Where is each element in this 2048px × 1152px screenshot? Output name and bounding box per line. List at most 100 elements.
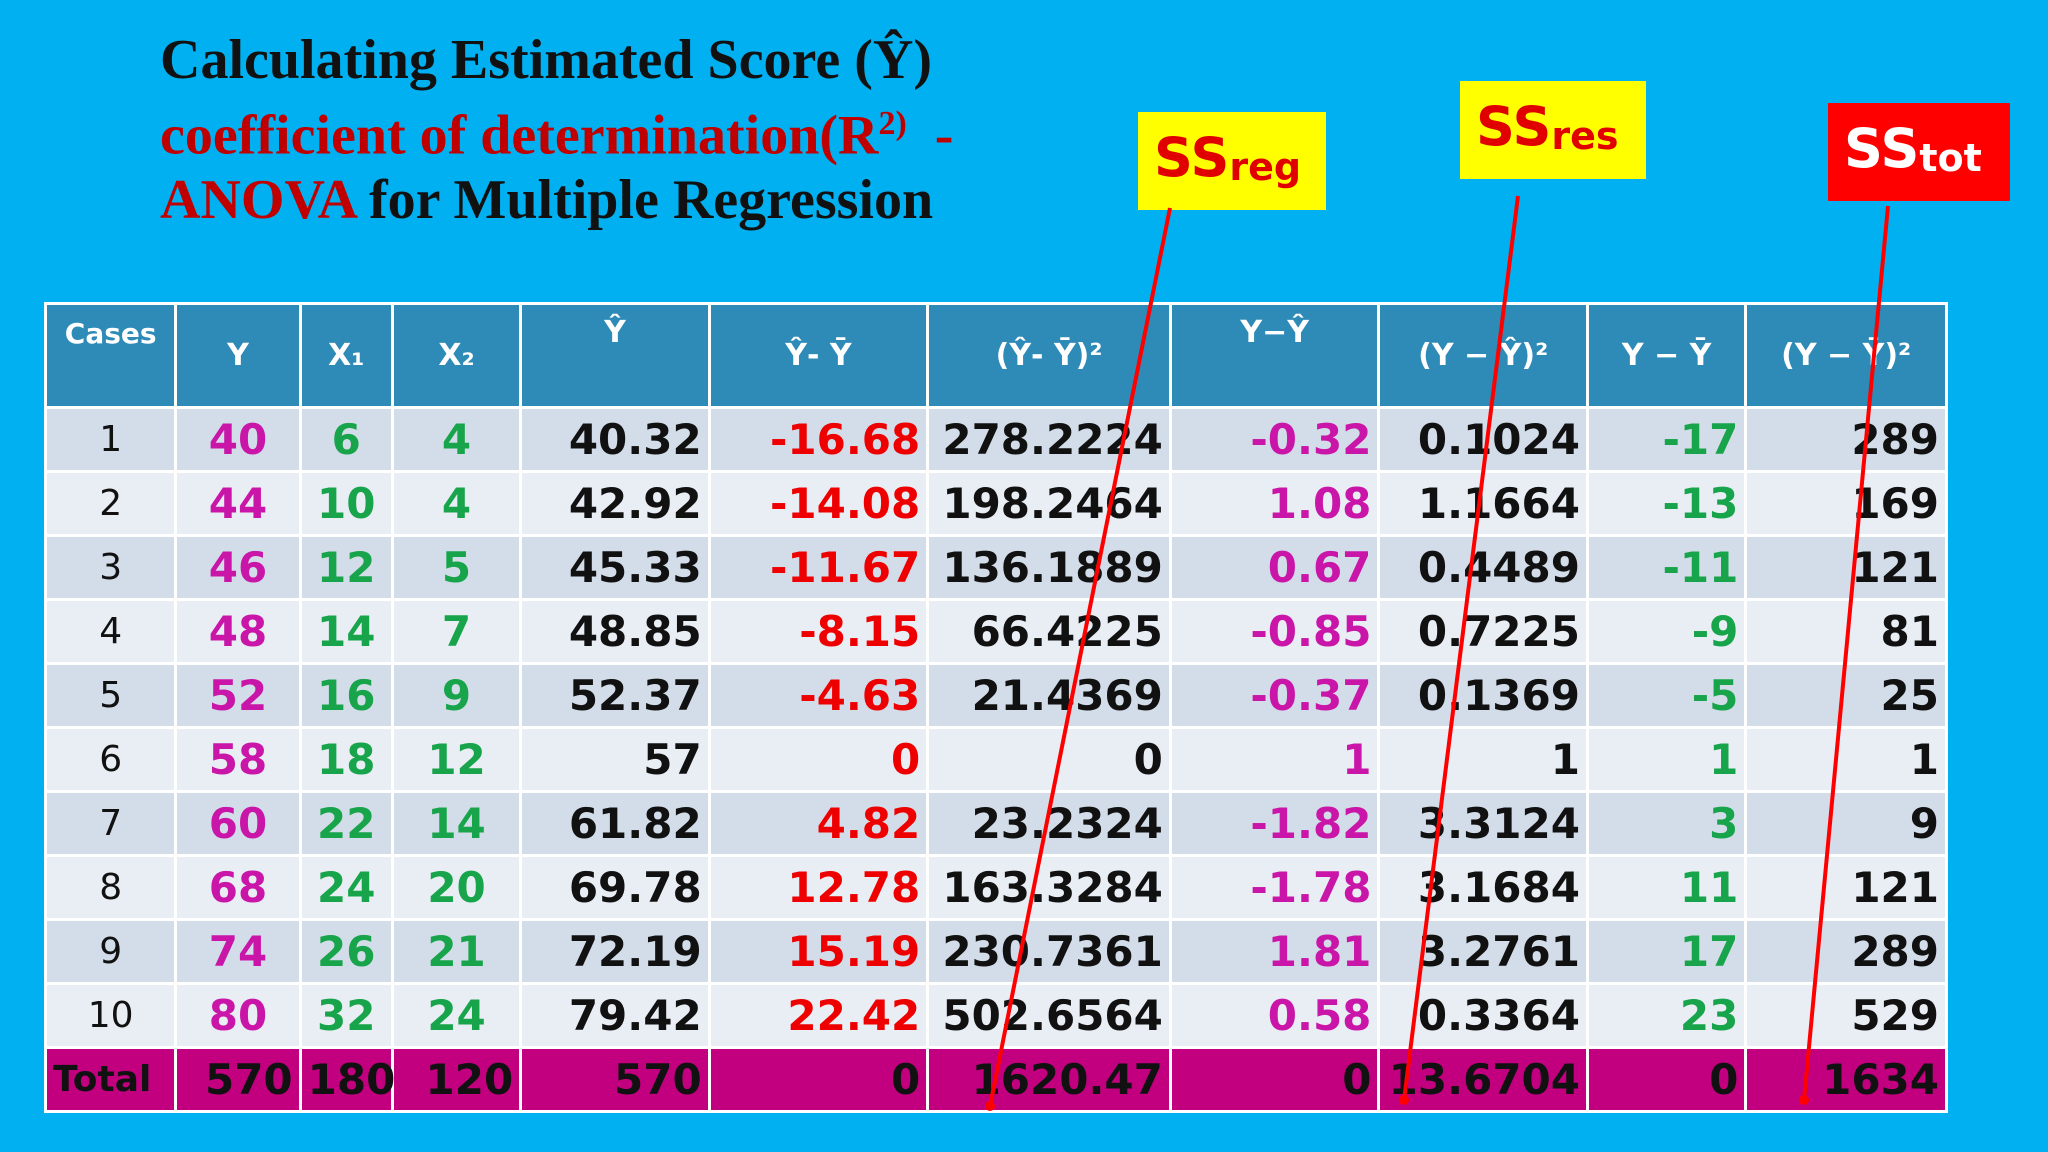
header-row: Cases Y X₁ X₂ Ŷ Ŷ- Ȳ (Ŷ- Ȳ)² Y−Ŷ (Y − Ŷ)… <box>43 302 1948 409</box>
slide-title: Calculating Estimated Score (Ŷ) coeffici… <box>160 28 953 232</box>
y-hat-value: 79.42 <box>519 982 711 1049</box>
x1-value: 16 <box>298 662 394 729</box>
y-value: 74 <box>174 918 302 985</box>
yhat-minus-ybar: 0 <box>707 726 930 793</box>
ss-res-label: SSres <box>1460 81 1646 179</box>
y-minus-yhat: -1.78 <box>1168 854 1381 921</box>
ss-reg-main: SS <box>1154 126 1230 189</box>
y-minus-ybar-sq: 289 <box>1744 918 1948 985</box>
total-ss-reg: 1620.47 <box>926 1046 1172 1113</box>
total-y-minus-yhat: 0 <box>1168 1046 1381 1113</box>
arrow-ss-reg <box>988 207 1172 1107</box>
y-hat-value: 40.32 <box>519 406 711 473</box>
x1-value: 22 <box>298 790 394 857</box>
title-line-3-rest: for Multiple Regression <box>355 168 934 231</box>
y-minus-yhat-sq: 3.3124 <box>1377 790 1589 857</box>
y-minus-yhat: -0.32 <box>1168 406 1381 473</box>
total-yhat-minus-ybar: 0 <box>707 1046 930 1113</box>
y-minus-yhat: 0.67 <box>1168 534 1381 601</box>
y-hat-value: 61.82 <box>519 790 711 857</box>
x2-value: 20 <box>390 854 523 921</box>
y-hat-value: 69.78 <box>519 854 711 921</box>
y-value: 60 <box>174 790 302 857</box>
arrow-ss-res-tip <box>1399 1095 1409 1105</box>
total-x1: 180 <box>298 1046 395 1113</box>
y-minus-yhat-sq: 3.1684 <box>1377 854 1589 921</box>
case-number: 5 <box>43 662 178 729</box>
title-line-2: coefficient of determination(R2) - <box>160 92 953 168</box>
y-hat-value: 57 <box>519 726 711 793</box>
y-minus-ybar-sq: 529 <box>1744 982 1948 1049</box>
y-hat-value: 48.85 <box>519 598 711 665</box>
yhat-minus-ybar-sq: 198.2464 <box>926 470 1172 537</box>
title-anova: ANOVA <box>160 168 356 231</box>
ss-tot-main: SS <box>1844 117 1920 180</box>
header-y: Y <box>174 302 302 409</box>
y-minus-yhat: -0.37 <box>1168 662 1381 729</box>
ss-res-sub: res <box>1551 114 1619 159</box>
header-x1: X₁ <box>298 302 394 409</box>
arrow-ss-res <box>1402 195 1520 1101</box>
y-minus-ybar-sq: 9 <box>1744 790 1948 857</box>
y-minus-ybar: -11 <box>1585 534 1748 601</box>
title-line-2-dash: - <box>906 104 954 167</box>
x1-value: 12 <box>298 534 394 601</box>
x2-value: 14 <box>390 790 523 857</box>
case-number: 2 <box>43 470 178 537</box>
case-number: 6 <box>43 726 178 793</box>
header-y-minus-yhat-sq: (Y − Ŷ)² <box>1377 302 1589 409</box>
y-minus-ybar: 17 <box>1585 918 1748 985</box>
case-number: 1 <box>43 406 178 473</box>
yhat-minus-ybar-sq: 136.1889 <box>926 534 1172 601</box>
header-y-minus-ybar: Y − Ȳ <box>1585 302 1748 409</box>
x1-value: 10 <box>298 470 394 537</box>
y-minus-ybar-sq: 1 <box>1744 726 1948 793</box>
ss-tot-label: SStot <box>1828 103 2010 201</box>
table-row: 4 48 14 7 48.85 -8.15 66.4225 -0.85 0.7225 -9 81 <box>43 598 1948 665</box>
y-hat-value: 42.92 <box>519 470 711 537</box>
header-cases: Cases <box>43 302 178 409</box>
y-minus-ybar-sq: 121 <box>1744 534 1948 601</box>
yhat-minus-ybar: -11.67 <box>707 534 930 601</box>
x1-value: 18 <box>298 726 394 793</box>
regression-table: Cases Y X₁ X₂ Ŷ Ŷ- Ȳ (Ŷ- Ȳ)² Y−Ŷ (Y − Ŷ)… <box>43 302 1948 1113</box>
total-y-minus-ybar: 0 <box>1585 1046 1748 1113</box>
y-minus-ybar: -13 <box>1585 470 1748 537</box>
header-yhat-minus-ybar: Ŷ- Ȳ <box>707 302 930 409</box>
header-y-hat: Ŷ <box>519 302 711 409</box>
table-row: 8 68 24 20 69.78 12.78 163.3284 -1.78 3.1684 11 12… <box>43 854 1948 921</box>
case-number: 4 <box>43 598 178 665</box>
case-number: 3 <box>43 534 178 601</box>
x2-value: 21 <box>390 918 523 985</box>
y-minus-yhat-sq: 3.2761 <box>1377 918 1589 985</box>
x1-value: 32 <box>298 982 394 1049</box>
y-minus-ybar-sq: 289 <box>1744 406 1948 473</box>
yhat-minus-ybar: 15.19 <box>707 918 930 985</box>
total-ss-res: 13.6704 <box>1377 1046 1589 1113</box>
ss-reg-sub: reg <box>1229 145 1302 190</box>
total-y-hat: 570 <box>519 1046 711 1113</box>
ss-reg-label: SSreg <box>1138 112 1326 210</box>
yhat-minus-ybar: 22.42 <box>707 982 930 1049</box>
y-minus-ybar: -9 <box>1585 598 1748 665</box>
y-minus-ybar: 23 <box>1585 982 1748 1049</box>
y-minus-ybar: -5 <box>1585 662 1748 729</box>
yhat-minus-ybar: 12.78 <box>707 854 930 921</box>
yhat-minus-ybar-sq: 163.3284 <box>926 854 1172 921</box>
x2-value: 24 <box>390 982 523 1049</box>
table-row: 9 74 26 21 72.19 15.19 230.7361 1.81 3.2761 17 289 <box>43 918 1948 985</box>
yhat-minus-ybar-sq: 278.2224 <box>926 406 1172 473</box>
yhat-minus-ybar: -8.15 <box>707 598 930 665</box>
y-value: 80 <box>174 982 302 1049</box>
yhat-minus-ybar: -14.08 <box>707 470 930 537</box>
y-value: 46 <box>174 534 302 601</box>
y-value: 68 <box>174 854 302 921</box>
total-ss-tot: 1634 <box>1744 1046 1948 1113</box>
x2-value: 4 <box>390 406 523 473</box>
header-y-minus-ybar-sq: (Y − Ȳ)² <box>1744 302 1948 409</box>
table-row: 3 46 12 5 45.33 -11.67 136.1889 0.67 0.4489 -11 12… <box>43 534 1948 601</box>
total-y: 570 <box>174 1046 302 1113</box>
y-minus-ybar-sq: 25 <box>1744 662 1948 729</box>
table-row: 6 58 18 12 57 0 0 1 1 1 1 <box>43 726 1948 793</box>
header-yhat-minus-ybar-sq: (Ŷ- Ȳ)² <box>926 302 1172 409</box>
